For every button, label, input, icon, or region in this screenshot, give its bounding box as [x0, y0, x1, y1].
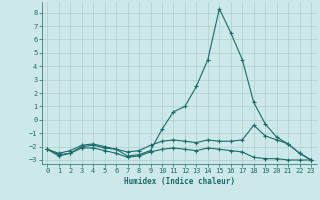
X-axis label: Humidex (Indice chaleur): Humidex (Indice chaleur)	[124, 177, 235, 186]
